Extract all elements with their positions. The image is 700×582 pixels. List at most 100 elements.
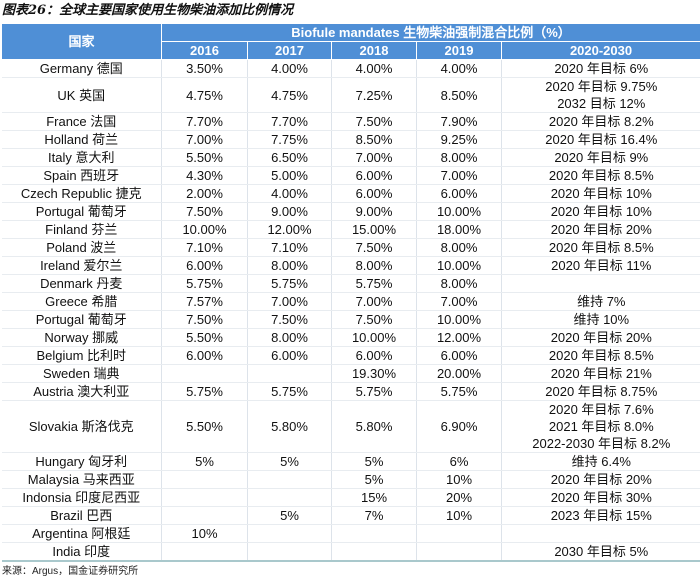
country-cell: Poland 波兰 [1, 238, 162, 257]
value-cell: 8.00% [416, 274, 502, 293]
target-cell: 2020 年目标 7.6% 2021 年目标 8.0% 2022-2030 年目标 … [501, 400, 700, 453]
value-cell: 10.00% [416, 256, 502, 275]
country-cell: Czech Republic 捷克 [1, 184, 162, 203]
value-cell: 10.00% [416, 310, 502, 329]
value-cell: 12.00% [247, 220, 332, 239]
value-cell: 5.75% [161, 274, 248, 293]
table-row: Holland 荷兰 7.00% 7.75% 8.50% 9.25% 2020 年目标 1… [1, 130, 700, 149]
value-cell: 4.00% [416, 59, 502, 78]
value-cell: 7.50% [161, 310, 248, 329]
value-cell: 5.50% [161, 148, 248, 167]
value-cell [247, 488, 332, 507]
target-line: 2020 年目标 8.5% [548, 348, 654, 363]
value-cell: 19.30% [331, 364, 417, 383]
target-line: 2020 年目标 9.75% [545, 79, 658, 94]
value-cell: 4.00% [331, 59, 417, 78]
header-year: 2018 [331, 41, 417, 60]
value-cell [331, 524, 417, 543]
header-year: 2016 [161, 41, 248, 60]
table-row: Slovakia 斯洛伐克 5.50% 5.80% 5.80% 6.90% 2020 年目… [1, 400, 700, 453]
country-cell: Ireland 爱尔兰 [1, 256, 162, 275]
country-cell: Indonsia 印度尼西亚 [1, 488, 162, 507]
value-cell: 7.00% [161, 130, 248, 149]
value-cell: 5.75% [331, 274, 417, 293]
value-cell: 6.00% [161, 346, 248, 365]
value-cell [161, 542, 248, 562]
value-cell: 7.10% [161, 238, 248, 257]
country-cell: Germany 德国 [1, 59, 162, 78]
value-cell: 7.50% [331, 238, 417, 257]
target-cell: 2020 年目标 6% [501, 59, 700, 78]
target-line: 2030 年目标 5% [554, 544, 649, 559]
value-cell: 9.00% [247, 202, 332, 221]
value-cell: 7.00% [416, 166, 502, 185]
target-cell: 2020 年目标 21% [501, 364, 700, 383]
value-cell [416, 542, 502, 562]
value-cell: 7.75% [247, 130, 332, 149]
table-row: Malaysia 马来西亚 5% 10% 2020 年目标 20% [1, 470, 700, 489]
target-cell: 2020 年目标 11% [501, 256, 700, 275]
table-row: Portugal 葡萄牙 7.50% 7.50% 7.50% 10.00% 维持 10% [1, 310, 700, 329]
value-cell: 7.50% [161, 202, 248, 221]
header-year: 2017 [247, 41, 332, 60]
value-cell [247, 542, 332, 562]
target-cell: 2020 年目标 8.2% [501, 112, 700, 131]
table-row: Spain 西班牙 4.30% 5.00% 6.00% 7.00% 2020 年目标 8.… [1, 166, 700, 185]
value-cell: 4.75% [247, 77, 332, 113]
country-cell: Spain 西班牙 [1, 166, 162, 185]
value-cell: 7.50% [331, 112, 417, 131]
value-cell: 8.00% [416, 148, 502, 167]
value-cell: 20% [416, 488, 502, 507]
table-body: Germany 德国 3.50% 4.00% 4.00% 4.00% 2020 年目标 6… [1, 59, 700, 562]
value-cell: 8.50% [331, 130, 417, 149]
value-cell: 6% [416, 452, 502, 471]
value-cell [247, 364, 332, 383]
header-year: 2020-2030 [500, 41, 700, 60]
target-cell: 2020 年目标 20% [501, 470, 700, 489]
value-cell: 18.00% [416, 220, 502, 239]
value-cell: 7.10% [247, 238, 332, 257]
target-cell: 2020 年目标 10% [501, 202, 700, 221]
value-cell: 7.50% [247, 310, 332, 329]
table-row: Ireland 爱尔兰 6.00% 8.00% 8.00% 10.00% 2020 年目标… [1, 256, 700, 275]
country-cell: Portugal 葡萄牙 [1, 202, 162, 221]
value-cell: 10.00% [331, 328, 417, 347]
target-cell: 2020 年目标 8.5% [501, 238, 700, 257]
value-cell: 7.00% [331, 292, 417, 311]
figure-title: 图表26：全球主要国家使用生物柴油添加比例情况 [2, 3, 294, 18]
target-line: 2020 年目标 8.75% [545, 384, 658, 399]
target-cell [501, 524, 700, 543]
value-cell: 5.80% [247, 400, 332, 453]
value-cell: 5.75% [161, 382, 248, 401]
value-cell: 8.00% [416, 238, 502, 257]
table-row: Germany 德国 3.50% 4.00% 4.00% 4.00% 2020 年目标 6… [1, 59, 700, 78]
table-row: France 法国 7.70% 7.70% 7.50% 7.90% 2020 年目标 8.… [1, 112, 700, 131]
value-cell: 7.50% [331, 310, 417, 329]
country-cell: Finland 芬兰 [1, 220, 162, 239]
value-cell: 8.50% [416, 77, 502, 113]
value-cell [161, 488, 248, 507]
table-row: UK 英国 4.75% 4.75% 7.25% 8.50% 2020 年目标 9.75% 2… [1, 77, 700, 113]
country-cell: Holland 荷兰 [1, 130, 162, 149]
value-cell: 10% [416, 506, 502, 525]
target-cell: 2020 年目标 20% [501, 220, 700, 239]
value-cell: 5.80% [331, 400, 417, 453]
country-cell: Slovakia 斯洛伐克 [1, 400, 162, 453]
target-cell: 2020 年目标 8.5% [501, 346, 700, 365]
target-line: 2022-2030 年目标 8.2% [532, 436, 671, 451]
table-row: Hungary 匈牙利 5% 5% 5% 6% 维持 6.4% [1, 452, 700, 471]
value-cell: 8.00% [247, 256, 332, 275]
value-cell: 8.00% [331, 256, 417, 275]
value-cell: 5.75% [331, 382, 417, 401]
target-cell: 2020 年目标 8.75% [501, 382, 700, 401]
value-cell: 10% [161, 524, 248, 543]
target-cell: 2023 年目标 15% [501, 506, 700, 525]
value-cell: 5% [331, 452, 417, 471]
country-cell: Belgium 比利时 [1, 346, 162, 365]
table-row: Argentina 阿根廷 10% [1, 524, 700, 543]
table-row: India 印度 2030 年目标 5% [1, 542, 700, 562]
value-cell: 6.00% [331, 184, 417, 203]
biofuel-mandates-table: 国家 Biofule mandates 生物柴油强制混合比例（%） 2016 2… [1, 23, 700, 562]
target-line: 2020 年目标 20% [550, 472, 652, 487]
value-cell: 7.90% [416, 112, 502, 131]
